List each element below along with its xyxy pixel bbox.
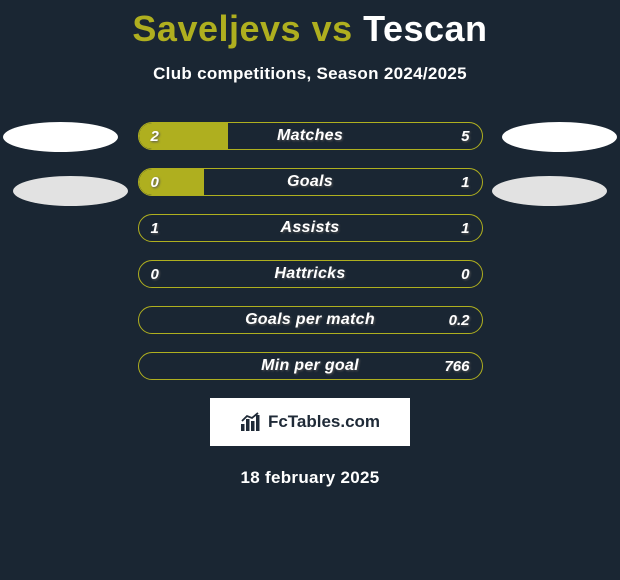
brand-text: FcTables.com xyxy=(268,412,380,432)
player2-name: Tescan xyxy=(363,8,487,49)
stat-label: Hattricks xyxy=(139,261,482,287)
stat-row: Goals per match0.2 xyxy=(138,306,483,334)
stat-value-right: 0.2 xyxy=(449,307,470,333)
brand-chart-icon xyxy=(240,412,262,432)
stat-value-left: 1 xyxy=(151,215,159,241)
stat-row: Assists1 1 xyxy=(138,214,483,242)
stat-label: Min per goal xyxy=(139,353,482,379)
stat-row: Hattricks0 0 xyxy=(138,260,483,288)
stat-row: Goals0 1 xyxy=(138,168,483,196)
stat-label: Goals per match xyxy=(139,307,482,333)
stat-row: Min per goal766 xyxy=(138,352,483,380)
stat-value-right: 766 xyxy=(444,353,469,379)
stat-value-right: 1 xyxy=(461,169,469,195)
stat-value-right: 5 xyxy=(461,123,469,149)
date: 18 february 2025 xyxy=(0,468,620,488)
subtitle: Club competitions, Season 2024/2025 xyxy=(0,64,620,84)
vs-label: vs xyxy=(312,8,353,49)
stat-label: Assists xyxy=(139,215,482,241)
stat-value-left: 2 xyxy=(151,123,159,149)
stats-list: Matches25Goals01Assists11Hattricks00Goal… xyxy=(0,122,620,380)
stat-row: Matches2 5 xyxy=(138,122,483,150)
stat-value-left: 0 xyxy=(151,261,159,287)
comparison-card: Saveljevs vs Tescan Club competitions, S… xyxy=(0,0,620,580)
stat-value-right: 0 xyxy=(461,261,469,287)
brand-box: FcTables.com xyxy=(210,398,410,446)
player1-name: Saveljevs xyxy=(132,8,301,49)
title: Saveljevs vs Tescan xyxy=(0,0,620,50)
stat-label: Matches xyxy=(139,123,482,149)
stat-value-right: 1 xyxy=(461,215,469,241)
stat-value-left: 0 xyxy=(151,169,159,195)
stat-label: Goals xyxy=(139,169,482,195)
